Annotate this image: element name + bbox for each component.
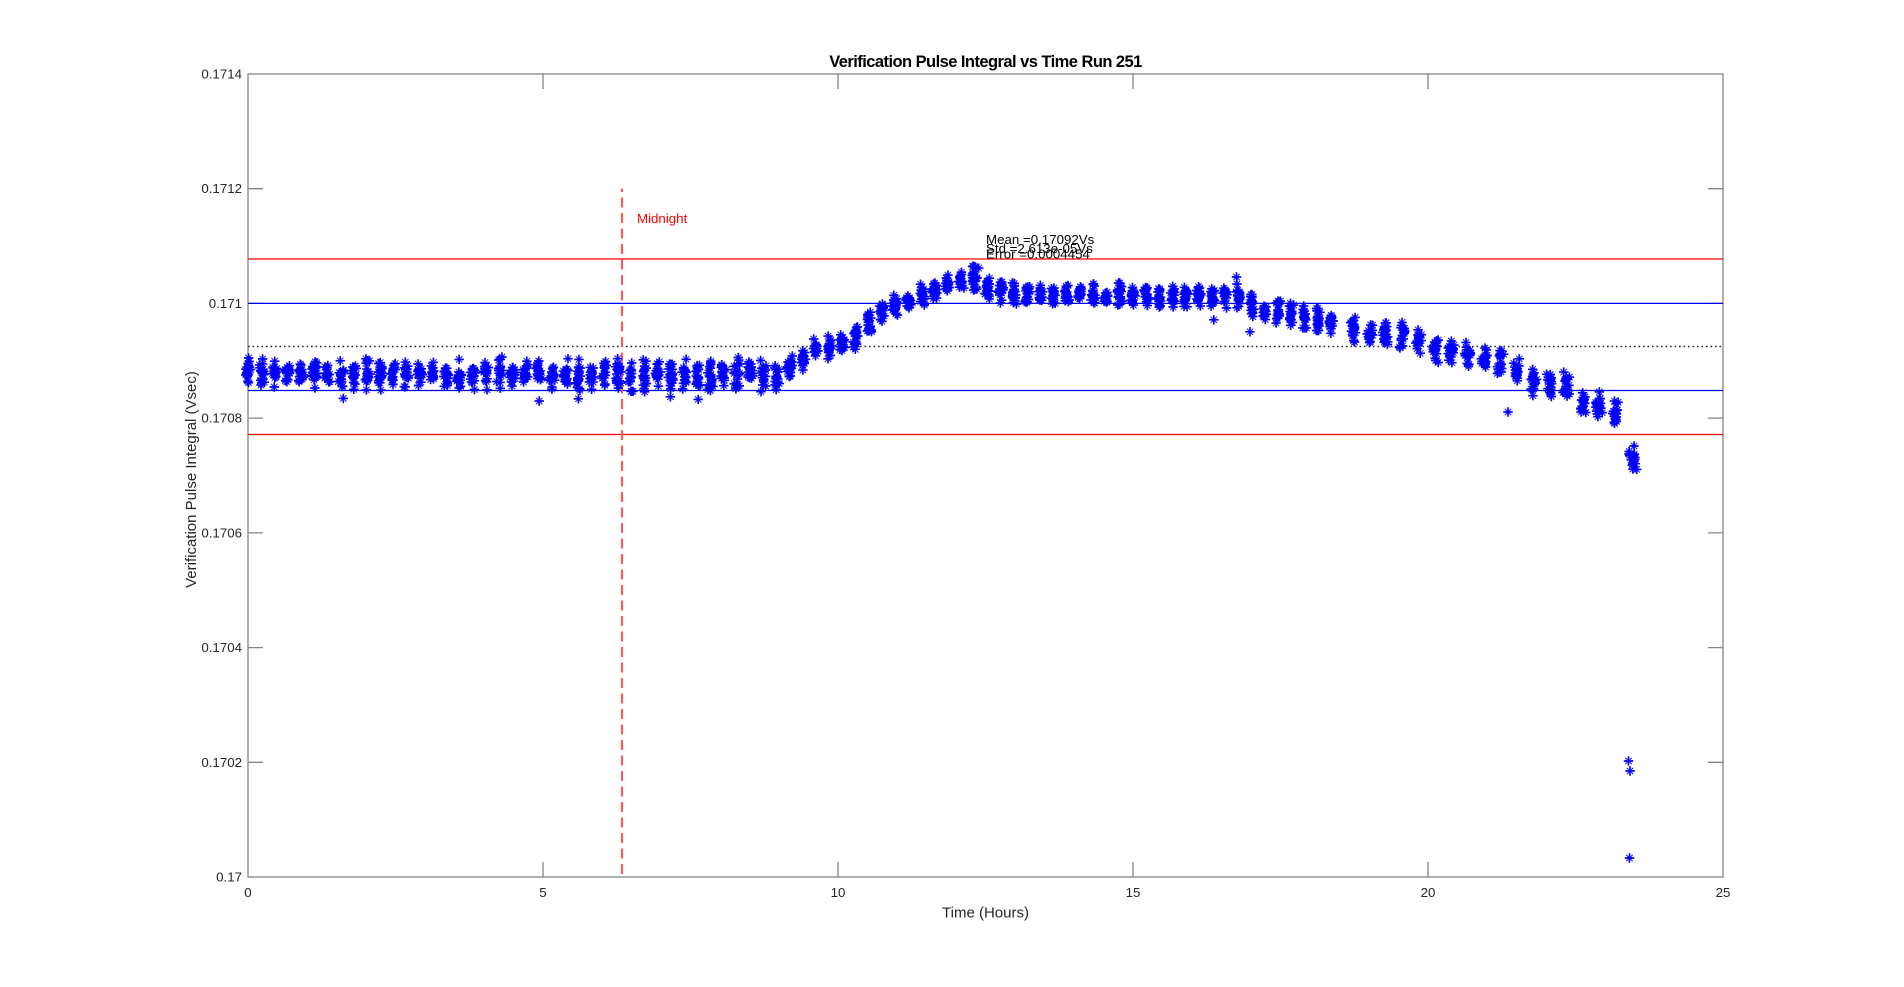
svg-text:10: 10 bbox=[831, 885, 846, 900]
svg-text:0.1708: 0.1708 bbox=[201, 411, 242, 426]
svg-text:Midnight: Midnight bbox=[637, 211, 688, 226]
svg-text:Error =0.0004454: Error =0.0004454 bbox=[986, 247, 1090, 262]
svg-text:5: 5 bbox=[539, 885, 546, 900]
svg-text:Verification Pulse Integral vs: Verification Pulse Integral vs Time Run … bbox=[829, 53, 1142, 71]
svg-text:25: 25 bbox=[1716, 885, 1731, 900]
svg-text:0.1714: 0.1714 bbox=[201, 67, 242, 82]
svg-text:20: 20 bbox=[1421, 885, 1436, 900]
svg-text:0.1704: 0.1704 bbox=[201, 640, 242, 655]
svg-text:0: 0 bbox=[244, 885, 251, 900]
svg-text:0.17: 0.17 bbox=[216, 870, 242, 885]
svg-text:0.171: 0.171 bbox=[209, 296, 242, 311]
svg-text:0.1706: 0.1706 bbox=[201, 525, 242, 540]
svg-text:Std =2.613e-05Vs: Std =2.613e-05Vs bbox=[986, 241, 1093, 256]
svg-text:Time (Hours): Time (Hours) bbox=[942, 905, 1029, 922]
svg-text:15: 15 bbox=[1126, 885, 1141, 900]
svg-text:0.1712: 0.1712 bbox=[201, 181, 242, 196]
svg-text:Verification Pulse Integral (V: Verification Pulse Integral (Vsec) bbox=[183, 371, 200, 588]
svg-text:Mean =0.17092Vs: Mean =0.17092Vs bbox=[986, 232, 1095, 247]
svg-text:0.1702: 0.1702 bbox=[201, 755, 242, 770]
